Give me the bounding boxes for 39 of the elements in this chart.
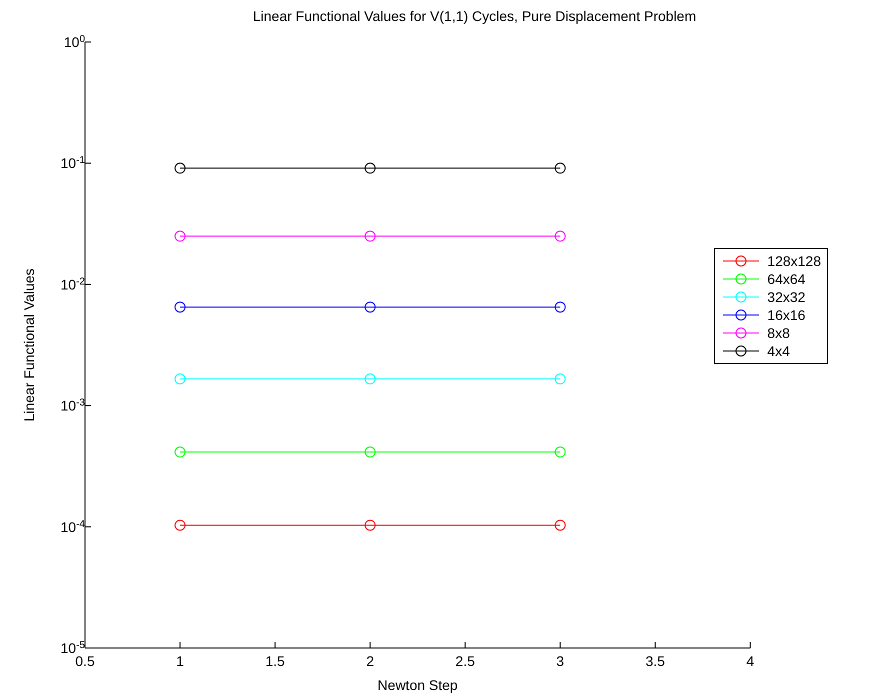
point <box>364 302 376 313</box>
legend-label: 8x8 <box>767 325 790 341</box>
point <box>174 520 186 531</box>
point <box>174 230 186 242</box>
y-tick-label: 10$^{-2}$ <box>60 276 86 292</box>
point <box>174 373 186 384</box>
legend-label: 32x32 <box>767 289 806 305</box>
point <box>554 230 566 242</box>
y-tick-label: 10$^{-1}$ <box>60 154 86 172</box>
x-tick-label: 1.5 <box>265 652 286 669</box>
point <box>364 446 376 458</box>
legend-label: 16x16 <box>767 307 806 323</box>
point <box>364 373 376 384</box>
point <box>174 302 186 313</box>
legend-label: 4x4 <box>767 343 790 359</box>
x-tick-label: 3 <box>556 652 564 669</box>
point <box>174 446 186 458</box>
point <box>554 520 566 531</box>
point <box>364 230 376 242</box>
point <box>554 446 566 458</box>
y-tick-label: 10$^{-4}$ <box>60 518 86 535</box>
point <box>364 520 376 531</box>
chart-title: Linear Functional Values for V(1,1) Cycles, Pure Displacement Problem <box>252 8 698 24</box>
y-axis-title: Linear Functional Values <box>20 268 37 422</box>
point <box>554 373 566 384</box>
point <box>554 302 566 313</box>
legend-label: 64x64 <box>767 271 806 287</box>
point <box>554 162 566 174</box>
x-tick-label: 1 <box>176 652 184 669</box>
x-tick-label: 4 <box>746 652 754 669</box>
point <box>174 162 186 174</box>
legend-label: 128x128 <box>767 253 821 269</box>
point <box>364 162 376 174</box>
x-tick-label: 2 <box>366 652 374 669</box>
x-tick-label: 3.5 <box>646 652 666 669</box>
y-tick-label: 10$^{0}$ <box>64 34 86 50</box>
y-tick-label: 10$^{-3}$ <box>60 397 86 414</box>
x-tick-label: 2.5 <box>455 652 476 669</box>
x-axis-title: Newton Step <box>378 677 458 693</box>
